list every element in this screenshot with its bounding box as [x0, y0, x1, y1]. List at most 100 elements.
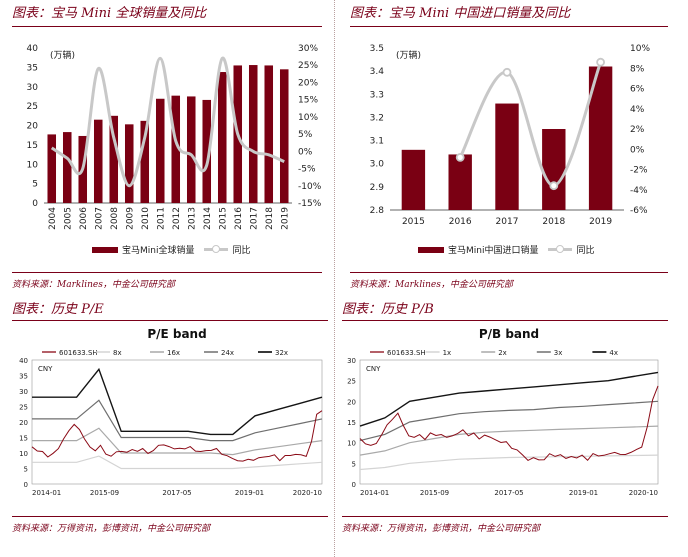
y-tick-label: 0	[24, 481, 28, 489]
panel4-bottom-rule	[342, 516, 668, 517]
x-tick-label: 2013	[187, 207, 197, 230]
x-tick-label: 2014	[203, 207, 213, 230]
x-tick-label: 2016	[234, 207, 244, 230]
panel3-source: 资料来源：万得资讯，彭博资讯，中金公司研究部	[12, 524, 211, 534]
y-right-tick-label: 10%	[298, 113, 318, 123]
bar	[47, 134, 57, 203]
unit-label: (万辆)	[50, 49, 75, 61]
y-right-tick-label: -10%	[298, 182, 322, 192]
legend-line-label: 同比	[232, 246, 251, 256]
bar	[140, 120, 150, 203]
x-tick-label: 2009	[125, 207, 135, 230]
x-tick-label: 2015-09	[420, 489, 449, 497]
y-right-tick-label: 15%	[298, 96, 318, 106]
bar	[186, 96, 196, 203]
x-tick-label: 2015	[218, 207, 228, 230]
y-tick-label: 5	[352, 460, 356, 468]
y-left-tick-label: 3.2	[370, 113, 384, 123]
series-24x	[32, 399, 323, 442]
y-right-tick-label: 0%	[630, 145, 645, 155]
series-601633.SH	[31, 410, 323, 462]
panel3-title: 图表：历史 P/E	[12, 302, 104, 317]
legend-label: 32x	[275, 349, 288, 357]
x-tick-label: 2017	[249, 207, 259, 230]
series-3x	[359, 400, 659, 442]
series-2x	[359, 425, 659, 456]
y-tick-label: 25	[19, 404, 28, 412]
bar	[401, 149, 426, 210]
y-tick-label: 30	[347, 357, 356, 365]
y-left-tick-label: 2.9	[370, 183, 385, 193]
bar	[248, 65, 258, 203]
legend-label: 601633.SH	[59, 349, 98, 357]
y-left-tick-label: 15	[27, 141, 38, 151]
y-tick-label: 20	[347, 398, 356, 406]
legend-bar-swatch	[418, 246, 444, 253]
bar	[171, 95, 181, 203]
y-left-tick-label: 40	[27, 44, 39, 54]
x-tick-label: 2014-01	[32, 489, 61, 497]
chart2-legend: 宝马Mini中国进口销量 同比	[418, 243, 595, 256]
series-8x	[32, 455, 323, 470]
x-tick-label: 2005	[63, 207, 73, 230]
y-right-tick-label: -6%	[630, 206, 648, 216]
panel4-source: 资料来源：万得资讯，彭博资讯，中金公司研究部	[342, 524, 541, 534]
y-right-tick-label: 2%	[630, 125, 645, 135]
y-right-tick-label: 4%	[630, 105, 645, 115]
legend-line-label: 同比	[576, 246, 595, 256]
panel1-title: 图表：宝马 Mini 全球销量及同比	[12, 6, 207, 21]
legend-label: 3x	[554, 349, 563, 357]
y-tick-label: 20	[19, 419, 28, 427]
y-left-tick-label: 3.1	[370, 137, 384, 147]
y-tick-label: 10	[347, 440, 356, 448]
x-tick-label: 2014-01	[360, 489, 389, 497]
legend-line-swatch	[204, 245, 229, 253]
yoy-point	[596, 57, 606, 67]
x-tick-label: 2020-10	[293, 489, 322, 497]
panel1-bottom-rule	[12, 272, 322, 273]
y-right-tick-label: 10%	[630, 44, 650, 54]
legend-label: 16x	[167, 349, 180, 357]
x-tick-label: 2011	[156, 207, 166, 230]
bar	[217, 72, 227, 204]
x-tick-label: 2015-09	[90, 489, 119, 497]
plot-frame	[359, 359, 659, 485]
x-tick-label: 2018	[542, 217, 565, 227]
chart3: P/E band 601633.SH 8x 16x 24x 32x 0 5 10 15 20 25 30…	[19, 327, 323, 497]
x-tick-label: 2017-05	[162, 489, 191, 497]
legend-label: 4x	[609, 349, 618, 357]
series-32x	[32, 367, 323, 436]
yoy-line	[458, 61, 603, 188]
y-tick-label: 0	[352, 481, 356, 489]
x-tick-label: 2006	[79, 207, 89, 230]
bar	[109, 115, 119, 203]
panel3-bottom-rule	[12, 516, 328, 517]
series-1x	[359, 454, 659, 471]
chart1-legend: 宝马Mini全球销量 同比	[92, 243, 251, 256]
y-right-tick-label: 6%	[630, 85, 645, 95]
x-tick-label: 2019-01	[569, 489, 598, 497]
legend-bar-label: 宝马Mini中国进口销量	[448, 246, 539, 256]
y-right-tick-label: -2%	[630, 166, 648, 176]
bar	[495, 103, 519, 210]
x-tick-label: 2008	[110, 207, 120, 230]
bar	[279, 69, 289, 203]
x-tick-label: 2007	[94, 207, 104, 230]
y-left-tick-label: 10	[27, 160, 39, 170]
legend-label: 1x	[443, 349, 452, 357]
y-right-tick-label: 30%	[298, 44, 318, 54]
panel2-bottom-rule	[350, 272, 668, 273]
y-left-tick-label: 5	[32, 180, 38, 190]
x-tick-label: 2018	[265, 207, 275, 230]
x-tick-label: 2012	[172, 207, 182, 230]
y-left-tick-label: 3.3	[370, 90, 384, 100]
series-16x	[32, 427, 323, 456]
y-left-tick-label: 20	[27, 122, 39, 132]
yoy-point	[455, 152, 465, 162]
legend-label: 24x	[221, 349, 234, 357]
bar	[448, 154, 472, 210]
panel2-source: 资料来源：Marklines，中金公司研究部	[350, 280, 513, 290]
legend-label: 2x	[498, 349, 507, 357]
chart4: P/B band 601633.SH 1x 2x 3x 4x 0 5 10 15 20 25 30 201…	[347, 327, 659, 497]
y-left-tick-label: 0	[32, 199, 38, 209]
